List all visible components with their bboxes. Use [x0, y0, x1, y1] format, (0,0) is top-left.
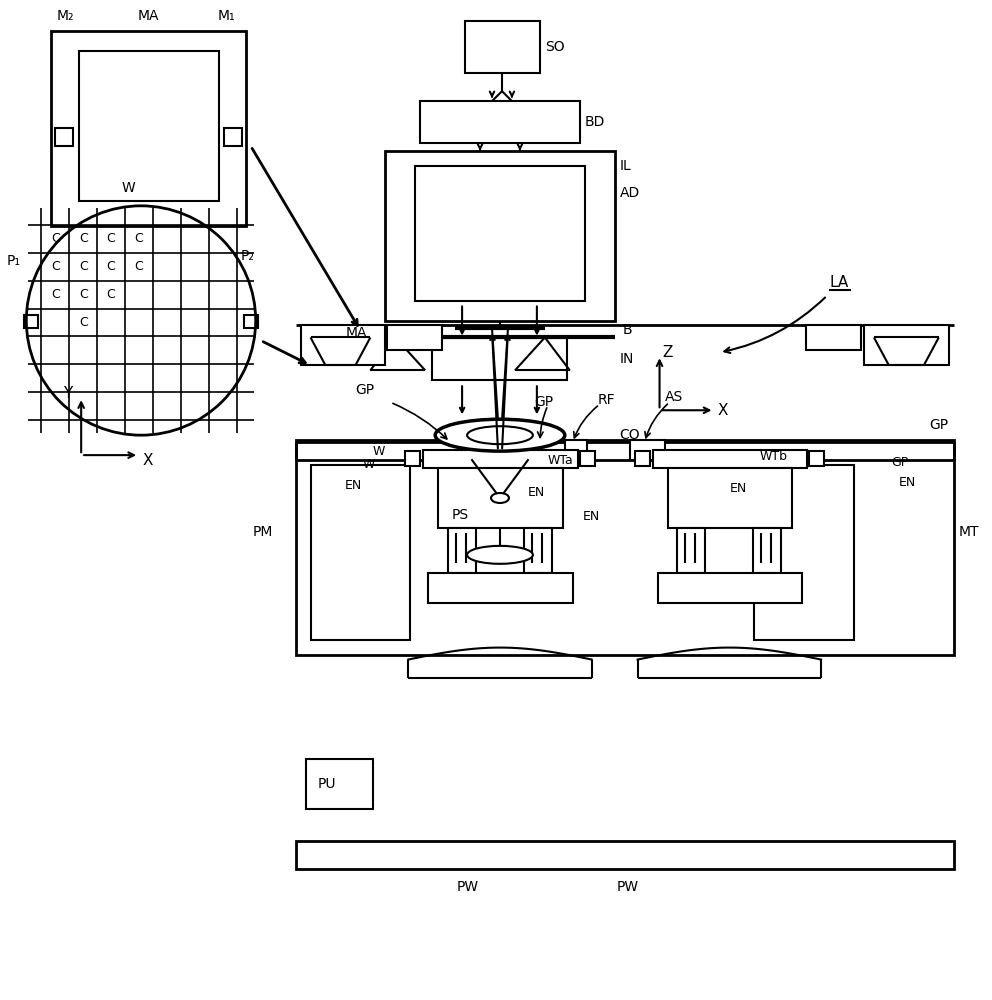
Text: SO: SO: [545, 40, 564, 54]
Text: X: X: [717, 403, 728, 418]
Text: M₁: M₁: [218, 9, 235, 23]
Bar: [579, 451, 595, 466]
Text: C: C: [78, 288, 87, 301]
Bar: [809, 451, 824, 466]
Text: C: C: [107, 260, 115, 273]
Text: LA: LA: [829, 275, 848, 290]
Bar: [524, 528, 552, 573]
Bar: [806, 325, 861, 350]
Text: EN: EN: [528, 486, 546, 499]
Bar: [224, 128, 242, 146]
Text: C: C: [51, 260, 60, 273]
Bar: [635, 451, 650, 466]
Bar: [429, 573, 572, 603]
Text: C: C: [51, 288, 60, 301]
Bar: [754, 465, 854, 640]
Bar: [385, 151, 615, 321]
Text: Z: Z: [663, 345, 673, 360]
Text: C: C: [51, 232, 60, 245]
Text: Y: Y: [63, 386, 72, 401]
Bar: [244, 315, 258, 328]
Bar: [658, 573, 803, 603]
Bar: [310, 465, 411, 640]
Bar: [79, 51, 219, 201]
Bar: [467, 435, 533, 555]
Bar: [52, 31, 246, 226]
Text: C: C: [78, 316, 87, 329]
Bar: [25, 315, 39, 328]
Text: GP: GP: [929, 418, 948, 432]
Bar: [564, 440, 586, 460]
Text: GP: GP: [534, 395, 553, 409]
Text: CO: CO: [620, 428, 640, 442]
Bar: [296, 841, 953, 869]
Text: W: W: [372, 445, 385, 458]
Ellipse shape: [467, 426, 533, 444]
Text: C: C: [135, 260, 144, 273]
Text: EN: EN: [729, 482, 747, 495]
Ellipse shape: [491, 493, 509, 503]
Text: W: W: [362, 458, 375, 471]
Text: WTb: WTb: [759, 450, 788, 463]
Text: C: C: [135, 232, 144, 245]
Text: EN: EN: [899, 476, 917, 489]
Ellipse shape: [467, 546, 533, 564]
Bar: [306, 759, 373, 809]
Bar: [678, 528, 705, 573]
Bar: [406, 451, 421, 466]
Bar: [438, 468, 562, 528]
Bar: [668, 468, 793, 528]
Text: X: X: [143, 453, 154, 468]
Text: AD: AD: [620, 186, 640, 200]
Text: IN: IN: [620, 352, 634, 366]
Text: MA: MA: [138, 9, 160, 23]
Text: RF: RF: [598, 393, 615, 407]
Text: GP: GP: [891, 456, 908, 469]
Text: WTa: WTa: [548, 454, 573, 467]
Bar: [653, 450, 807, 468]
Bar: [433, 338, 566, 380]
Text: PU: PU: [317, 777, 336, 791]
Text: PW: PW: [457, 880, 479, 894]
Text: PM: PM: [253, 525, 273, 539]
Ellipse shape: [435, 419, 564, 451]
Bar: [424, 450, 577, 468]
Text: C: C: [78, 232, 87, 245]
Text: B: B: [623, 323, 632, 337]
Text: PS: PS: [452, 508, 469, 522]
Text: MT: MT: [958, 525, 979, 539]
Text: AS: AS: [665, 390, 682, 404]
Text: P₁: P₁: [6, 254, 21, 268]
Text: C: C: [78, 260, 87, 273]
Text: M₂: M₂: [57, 9, 73, 23]
Text: PW: PW: [617, 880, 639, 894]
Bar: [301, 325, 385, 365]
Bar: [753, 528, 781, 573]
Text: C: C: [107, 288, 115, 301]
Text: C: C: [107, 232, 115, 245]
Bar: [387, 325, 442, 350]
Text: P₂: P₂: [241, 249, 255, 263]
Text: IL: IL: [620, 159, 631, 173]
Bar: [296, 440, 953, 655]
Bar: [416, 166, 584, 301]
Text: W: W: [121, 181, 135, 195]
Text: GP: GP: [355, 383, 375, 397]
Bar: [465, 21, 540, 73]
Text: MA: MA: [345, 326, 367, 340]
Bar: [864, 325, 948, 365]
Text: BD: BD: [584, 115, 605, 129]
Bar: [448, 528, 476, 573]
Bar: [56, 128, 73, 146]
Bar: [630, 440, 665, 460]
Text: EN: EN: [582, 510, 600, 523]
Bar: [421, 101, 579, 143]
Text: EN: EN: [344, 479, 362, 492]
